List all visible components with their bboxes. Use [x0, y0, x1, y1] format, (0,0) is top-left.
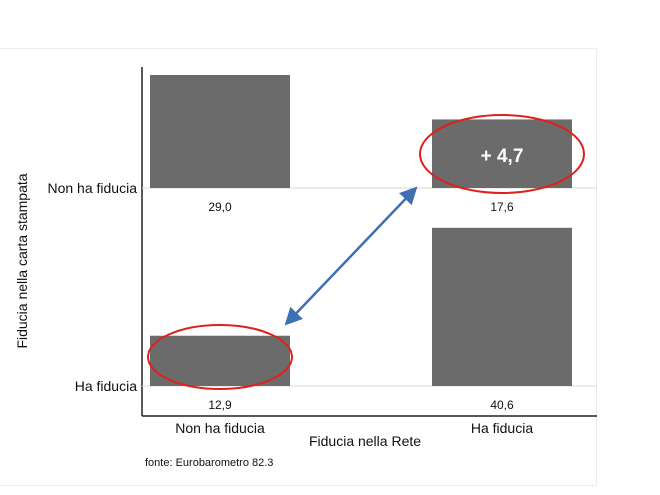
highlight-ellipse-lower [147, 324, 293, 390]
y-tick-label: Non ha fiducia [47, 180, 137, 196]
x-axis-title: Fiducia nella Rete [309, 433, 421, 449]
data-label: 40,6 [490, 398, 514, 412]
chart-frame: 29,0 17,6 12,9 40,6 Non ha fiducia Ha fiduc… [0, 48, 597, 486]
x-tick-label: Non ha fiducia [175, 420, 265, 436]
bar-rete-non-carta-ha [150, 335, 290, 386]
data-label: 29,0 [208, 200, 232, 214]
data-label: 12,9 [208, 398, 232, 412]
x-tick-label: Ha fiducia [471, 420, 533, 436]
annotation-label: + 4,7 [481, 146, 524, 167]
bar-rete-ha-carta-ha [432, 227, 572, 386]
y-tick-label: Ha fiducia [75, 378, 137, 394]
data-label: 17,6 [490, 200, 514, 214]
source-note: fonte: Eurobarometro 82.3 [145, 457, 273, 469]
chart: 29,0 17,6 12,9 40,6 Non ha fiducia Ha fiduc… [14, 67, 597, 469]
bar-rete-ha-carta-non [432, 119, 572, 188]
bar-rete-non-carta-non [150, 75, 290, 188]
y-axis-title: Fiducia nella carta stampata [14, 173, 30, 348]
double-arrow [284, 186, 418, 326]
highlight-ellipse-plus [419, 114, 585, 194]
